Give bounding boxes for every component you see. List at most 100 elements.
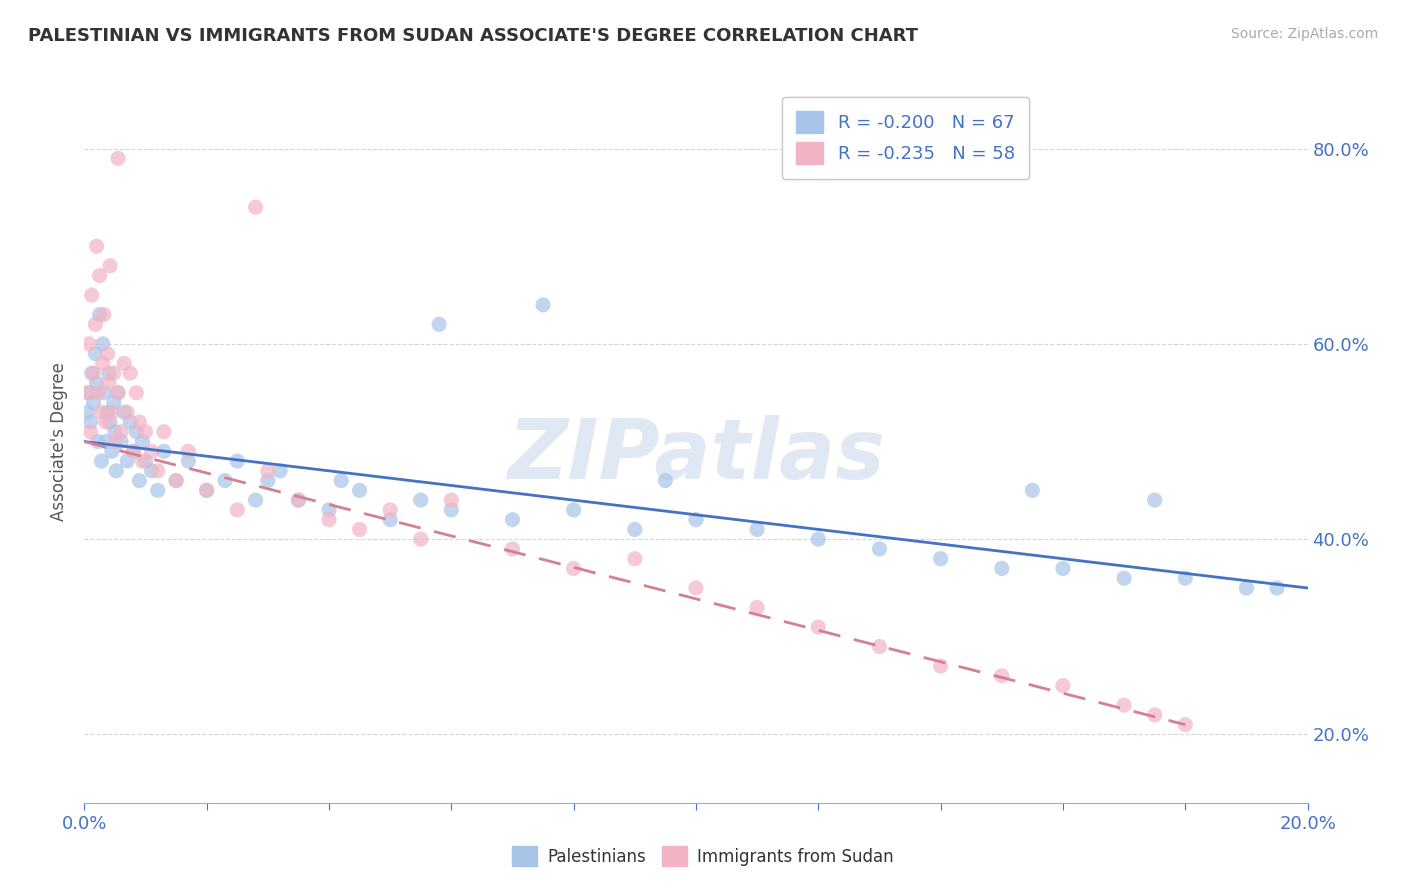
Point [380,503,402,517]
Point [624,551,647,566]
Point [76,405,98,419]
Point [349,483,371,498]
Point [120,415,142,429]
Point [90,405,112,419]
Point [86,239,108,253]
Point [318,503,340,517]
Point [98,415,121,429]
Point [869,541,891,556]
Point [112,356,135,370]
Point [97,366,120,380]
Point [107,385,129,400]
Point [747,600,769,615]
Point [685,513,707,527]
Point [89,308,111,322]
Point [1174,571,1197,585]
Point [409,532,432,546]
Point [94,434,117,449]
Point [807,532,830,546]
Point [562,503,585,517]
Point [103,366,125,380]
Point [502,541,524,556]
Point [90,454,112,468]
Point [93,308,115,322]
Point [135,425,157,439]
Point [83,366,105,380]
Point [91,337,114,351]
Point [89,268,111,283]
Point [101,405,124,419]
Point [869,640,891,654]
Point [177,444,200,458]
Point [104,434,127,449]
Point [257,464,280,478]
Point [80,366,103,380]
Point [330,474,353,488]
Point [84,318,107,332]
Y-axis label: Associate's Degree: Associate's Degree [51,362,69,521]
Point [214,474,236,488]
Point [120,366,142,380]
Point [146,464,169,478]
Point [195,483,218,498]
Point [79,425,101,439]
Point [131,434,153,449]
Point [97,346,120,360]
Point [1174,717,1197,731]
Point [226,454,249,468]
Point [110,425,132,439]
Point [101,444,124,458]
Point [440,493,463,508]
Point [440,503,463,517]
Point [991,561,1014,575]
Point [929,659,952,673]
Point [105,464,128,478]
Point [135,454,157,468]
Point [146,483,169,498]
Text: Source: ZipAtlas.com: Source: ZipAtlas.com [1230,27,1378,41]
Point [1143,707,1166,722]
Point [1114,698,1136,713]
Point [112,405,135,419]
Legend: Palestinians, Immigrants from Sudan: Palestinians, Immigrants from Sudan [503,838,903,875]
Point [654,474,676,488]
Point [93,385,115,400]
Point [807,620,830,634]
Point [1021,483,1043,498]
Point [409,493,432,508]
Point [562,561,585,575]
Point [257,474,280,488]
Point [287,493,309,508]
Point [1265,581,1288,595]
Point [991,669,1014,683]
Point [1114,571,1136,585]
Point [104,425,127,439]
Point [103,395,125,409]
Point [125,425,148,439]
Point [97,405,120,419]
Point [141,464,163,478]
Point [427,318,450,332]
Point [226,503,249,517]
Point [125,385,148,400]
Point [107,152,129,166]
Point [80,288,103,302]
Point [380,513,402,527]
Point [128,415,150,429]
Point [165,474,187,488]
Point [1052,561,1074,575]
Point [98,259,121,273]
Point [531,298,554,312]
Point [131,454,153,468]
Legend: R = -0.200   N = 67, R = -0.235   N = 58: R = -0.200 N = 67, R = -0.235 N = 58 [782,96,1029,178]
Point [76,385,98,400]
Point [1143,493,1166,508]
Point [94,415,117,429]
Point [165,474,187,488]
Point [747,523,769,537]
Point [87,385,110,400]
Point [141,444,163,458]
Point [929,551,952,566]
Point [1052,679,1074,693]
Point [115,454,138,468]
